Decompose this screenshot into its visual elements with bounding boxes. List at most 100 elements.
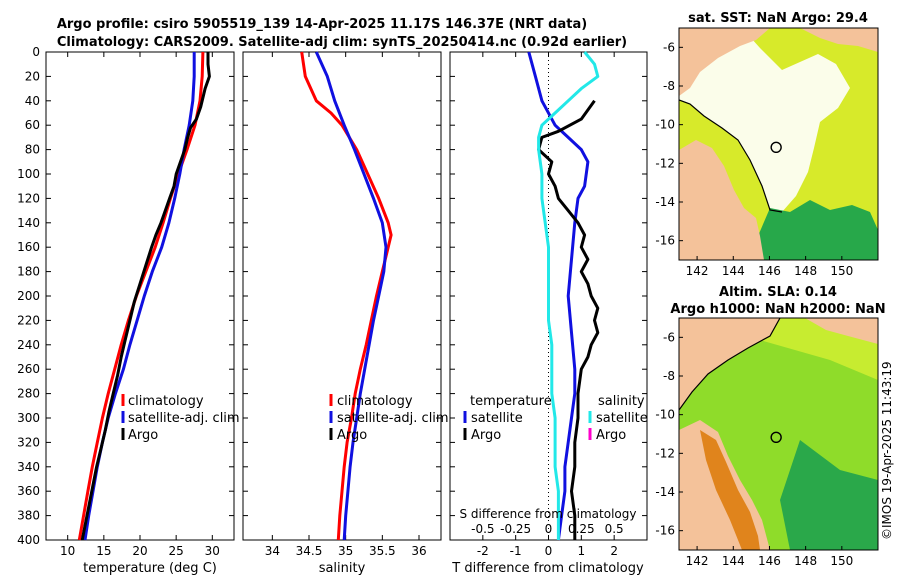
top-tick-label: 0 — [545, 522, 553, 536]
sst-map — [679, 28, 878, 260]
sla-map-title-line1: Altim. SLA: 0.14 — [719, 285, 837, 300]
map-x-tick-label: 142 — [686, 264, 709, 278]
figure-title-line2: Climatology: CARS2009. Satellite-adj cli… — [57, 35, 627, 50]
legend-label-sal-argo: Argo — [596, 428, 626, 443]
y-tick-label: 80 — [25, 143, 40, 157]
plot-frame — [45, 51, 235, 541]
sst-land-papua — [679, 28, 770, 96]
series-line-temperature-argo — [537, 99, 600, 540]
sst-warm-green-zone — [758, 200, 878, 260]
y-tick-label: 360 — [17, 484, 40, 498]
temperature-legend: climatology satellite-adj. clim Argo — [121, 394, 240, 443]
y-tick-label: 400 — [17, 533, 40, 547]
y-tick-label: 220 — [17, 313, 40, 327]
sst-missing-data — [679, 28, 850, 212]
map-y-tick-label: -14 — [655, 485, 675, 499]
top-tick-label: 0.25 — [568, 522, 595, 536]
map-y-tick-label: -10 — [655, 408, 675, 422]
top-tick-label: -0.25 — [500, 522, 531, 536]
salinity-legend: climatology satellite-adj. clim Argo — [329, 394, 449, 443]
difference-xlabel: T difference from climatology — [451, 561, 644, 576]
figure-title-line1: Argo profile: csiro 5905519_139 14-Apr-2… — [57, 17, 587, 32]
sst-land-cape-york — [679, 140, 764, 260]
series-line-argo — [80, 52, 211, 541]
x-tick-label: -2 — [477, 544, 489, 558]
copyright-stamp: ©IMOS 19-Apr-2025 11:43:19 — [880, 361, 894, 540]
y-tick-label: 180 — [17, 265, 40, 279]
y-tick-label: 340 — [17, 460, 40, 474]
legend-header-salinity: salinity — [598, 394, 645, 409]
series-line-satellite-adj-clim — [314, 51, 388, 541]
sla-dark-green-zone — [780, 440, 878, 550]
y-tick-label: 200 — [17, 289, 40, 303]
legend-label-climatology: climatology — [337, 394, 413, 409]
y-tick-label: 380 — [17, 509, 40, 523]
x-tick-label: 30 — [205, 544, 220, 558]
sst-float-marker — [770, 141, 782, 153]
y-tick-label: 240 — [17, 338, 40, 352]
top-tick-label: 0.5 — [605, 522, 624, 536]
legend-header-temperature: temperature — [470, 394, 552, 409]
sst-map-ticks: 142 144 146 148 150 -6 -8 -10 -12 -14 -16 — [655, 40, 853, 278]
temperature-xlabel: temperature (deg C) — [83, 561, 217, 576]
y-tick-label: 300 — [17, 411, 40, 425]
legend-label-temp-argo: Argo — [471, 428, 501, 443]
sst-map-frame — [678, 27, 879, 261]
sla-float-marker — [770, 431, 782, 443]
legend-label-satellite: satellite-adj. clim — [337, 411, 449, 426]
x-tick-label: 2 — [610, 544, 618, 558]
x-tick-label: -1 — [510, 544, 522, 558]
map-y-tick-label: -12 — [655, 156, 675, 170]
y-tick-label: 0 — [32, 45, 40, 59]
sla-orange-zone — [700, 430, 760, 550]
x-tick-label: 0 — [545, 544, 553, 558]
map-y-tick-label: -16 — [655, 524, 675, 538]
difference-panel: -2 -1 0 1 2 -0.5 -0.25 0 0.25 0.5 — [449, 51, 648, 558]
y-tick-label: 140 — [17, 216, 40, 230]
map-y-tick-label: -8 — [663, 369, 675, 383]
map-x-tick-label: 146 — [758, 264, 781, 278]
x-tick-label: 35 — [338, 544, 353, 558]
x-tick-label: 35.5 — [369, 544, 396, 558]
map-x-tick-label: 146 — [758, 554, 781, 568]
salinity-panel: 34 34.5 35 35.5 36 — [242, 51, 442, 558]
map-y-tick-label: -6 — [663, 40, 675, 54]
map-y-tick-label: -10 — [655, 118, 675, 132]
map-y-tick-label: -12 — [655, 446, 675, 460]
legend-label-satellite: satellite-adj. clim — [128, 411, 240, 426]
map-x-tick-label: 144 — [722, 554, 745, 568]
plot-frame — [242, 51, 442, 541]
legend-label-sal-satellite: satellite — [596, 411, 648, 426]
map-y-tick-label: -16 — [655, 234, 675, 248]
sst-contour — [679, 99, 783, 213]
x-tick-label: 20 — [132, 544, 147, 558]
map-x-tick-label: 148 — [794, 264, 817, 278]
y-tick-label: 40 — [25, 94, 40, 108]
x-tick-label: 34 — [265, 544, 280, 558]
sla-map — [679, 318, 878, 550]
sla-map-frame — [678, 317, 879, 551]
map-y-tick-label: -14 — [655, 195, 675, 209]
legend-label-climatology: climatology — [128, 394, 204, 409]
legend-label-argo: Argo — [128, 428, 158, 443]
y-tick-label: 20 — [25, 69, 40, 83]
sla-map-ticks: 142 144 146 148 150 -6 -8 -10 -12 -14 -16 — [655, 330, 853, 568]
x-tick-label: 10 — [60, 544, 75, 558]
x-tick-label: 15 — [96, 544, 111, 558]
map-x-tick-label: 144 — [722, 264, 745, 278]
map-y-tick-label: -8 — [663, 79, 675, 93]
y-tick-label: 280 — [17, 387, 40, 401]
x-tick-label: 34.5 — [296, 544, 323, 558]
x-tick-label: 36 — [411, 544, 426, 558]
y-tick-label: 100 — [17, 167, 40, 181]
difference-legend: temperature salinity satellite Argo sate… — [463, 394, 648, 443]
x-tick-label: 1 — [578, 544, 586, 558]
map-x-tick-label: 150 — [830, 264, 853, 278]
y-tick-label: 320 — [17, 435, 40, 449]
series-line-salinity-satellite — [537, 51, 600, 540]
map-x-tick-label: 142 — [686, 554, 709, 568]
map-x-tick-label: 148 — [794, 554, 817, 568]
sla-contour — [679, 318, 781, 411]
temperature-panel: 10 15 20 25 30020406080100120140160180200220… — [17, 45, 235, 558]
